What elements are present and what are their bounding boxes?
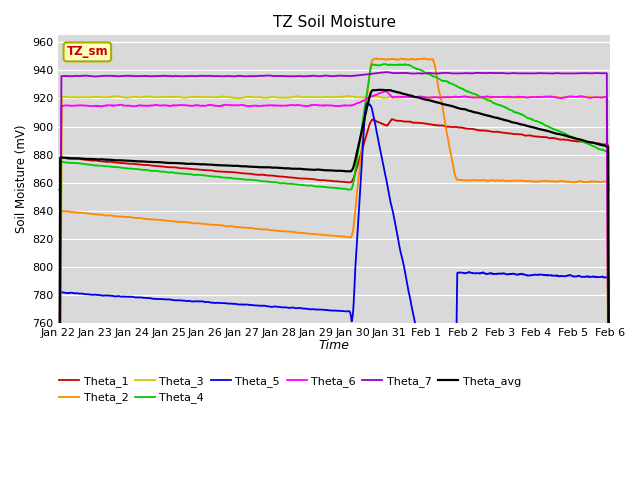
Theta_avg xyxy=(536,126,544,132)
Theta_4 xyxy=(117,165,125,170)
Theta_6 xyxy=(117,102,125,108)
Theta_2 xyxy=(290,229,298,235)
Theta_1 xyxy=(595,141,603,146)
Theta_3 xyxy=(344,93,352,99)
Theta_4 xyxy=(266,179,274,185)
X-axis label: Time: Time xyxy=(319,339,349,352)
Theta_avg xyxy=(117,157,125,163)
Theta_2 xyxy=(150,216,158,222)
Theta_1 xyxy=(290,175,298,180)
Theta_avg xyxy=(595,142,603,147)
Theta_1 xyxy=(388,117,396,122)
Theta_avg xyxy=(150,159,158,165)
Theta_5 xyxy=(595,274,603,280)
Theta_7 xyxy=(595,71,603,76)
Line: Theta_5: Theta_5 xyxy=(58,103,610,480)
Theta_1 xyxy=(266,173,274,179)
Theta_2 xyxy=(266,227,274,233)
Theta_3 xyxy=(266,94,274,100)
Theta_4 xyxy=(290,181,298,187)
Theta_5 xyxy=(536,272,544,277)
Theta_1 xyxy=(150,163,158,168)
Theta_4 xyxy=(606,187,614,192)
Theta_5 xyxy=(290,305,298,311)
Theta_3 xyxy=(536,94,544,100)
Line: Theta_avg: Theta_avg xyxy=(58,90,610,480)
Theta_2 xyxy=(536,178,544,184)
Theta_7 xyxy=(290,73,298,79)
Title: TZ Soil Moisture: TZ Soil Moisture xyxy=(273,15,396,30)
Theta_6 xyxy=(290,102,298,108)
Theta_3 xyxy=(150,95,158,100)
Theta_6 xyxy=(150,102,158,108)
Theta_5 xyxy=(364,100,371,106)
Theta_avg xyxy=(376,87,384,93)
Theta_6 xyxy=(382,88,390,94)
Theta_7 xyxy=(383,69,390,75)
Text: TZ_sm: TZ_sm xyxy=(67,46,108,59)
Line: Theta_2: Theta_2 xyxy=(58,59,610,480)
Theta_5 xyxy=(266,304,274,310)
Theta_3 xyxy=(595,95,603,100)
Theta_1 xyxy=(536,134,544,140)
Line: Theta_7: Theta_7 xyxy=(58,72,610,480)
Theta_avg xyxy=(290,166,298,171)
Line: Theta_1: Theta_1 xyxy=(58,120,610,480)
Line: Theta_4: Theta_4 xyxy=(58,64,610,190)
Theta_3 xyxy=(290,94,298,100)
Theta_avg xyxy=(266,165,274,170)
Theta_2 xyxy=(420,56,428,61)
Theta_5 xyxy=(117,294,125,300)
Theta_6 xyxy=(595,95,603,100)
Theta_5 xyxy=(150,296,158,301)
Line: Theta_6: Theta_6 xyxy=(58,91,610,480)
Theta_1 xyxy=(117,160,125,166)
Line: Theta_3: Theta_3 xyxy=(58,96,610,480)
Theta_7 xyxy=(266,72,274,78)
Theta_4 xyxy=(536,120,544,125)
Theta_4 xyxy=(381,61,388,67)
Theta_6 xyxy=(266,103,274,108)
Theta_7 xyxy=(117,73,125,79)
Theta_7 xyxy=(150,73,158,79)
Theta_3 xyxy=(117,94,125,100)
Theta_6 xyxy=(536,94,544,100)
Theta_2 xyxy=(117,214,125,219)
Legend: Theta_1, Theta_2, Theta_3, Theta_4, Theta_5, Theta_6, Theta_7, Theta_avg: Theta_1, Theta_2, Theta_3, Theta_4, Thet… xyxy=(59,376,521,404)
Theta_4 xyxy=(150,168,158,174)
Theta_2 xyxy=(595,179,603,185)
Theta_4 xyxy=(595,146,603,152)
Y-axis label: Soil Moisture (mV): Soil Moisture (mV) xyxy=(15,125,28,233)
Theta_7 xyxy=(536,70,544,76)
Theta_4 xyxy=(54,187,62,192)
